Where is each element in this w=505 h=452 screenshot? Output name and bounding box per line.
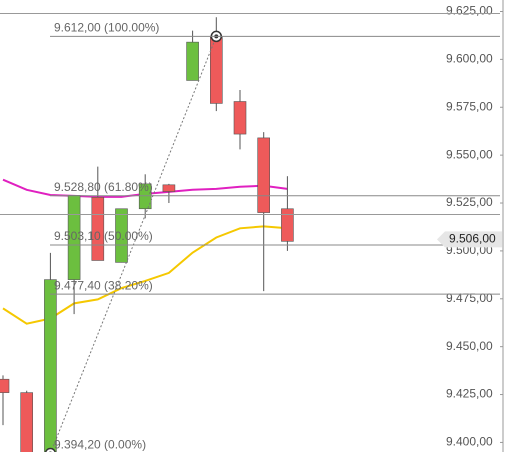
candle-body [186,41,199,81]
y-tick-label: 9.550,00 [446,147,493,161]
y-tick-label: 9.625,00 [446,4,493,18]
fib-label: 9.503,10 (50.00%) [54,229,153,243]
fib-label: 9.528,80 (61.80%) [54,180,153,194]
y-tick-label: 9.475,00 [446,291,493,305]
fib-label: 9.612,00 (100.00%) [54,21,159,35]
candle-body [115,208,128,263]
y-tick-label: 9.400,00 [446,435,493,449]
plot-area [0,17,294,452]
candle-body [257,137,271,213]
y-tick-label: 9.450,00 [446,339,493,353]
y-tick-label: 9.525,00 [446,195,493,209]
candle-body [44,279,57,452]
price-tag-label: 9.506,00 [449,232,496,246]
candle-body [0,378,10,393]
y-tick-label: 9.575,00 [446,99,493,113]
candle-body [138,183,152,210]
candle-body [233,101,247,135]
fib-label: 9.477,40 (38.20%) [54,278,153,292]
candle-body [281,208,294,242]
candle-body [162,184,176,192]
y-tick-label: 9.425,00 [446,387,493,401]
candle-body [210,36,223,104]
fib-anchor [44,447,56,452]
price-tag [437,231,502,248]
y-tick-label: 9.600,00 [446,52,493,66]
fib-label: 9.394,20 (0.00%) [54,438,146,452]
candle-body [20,392,34,452]
